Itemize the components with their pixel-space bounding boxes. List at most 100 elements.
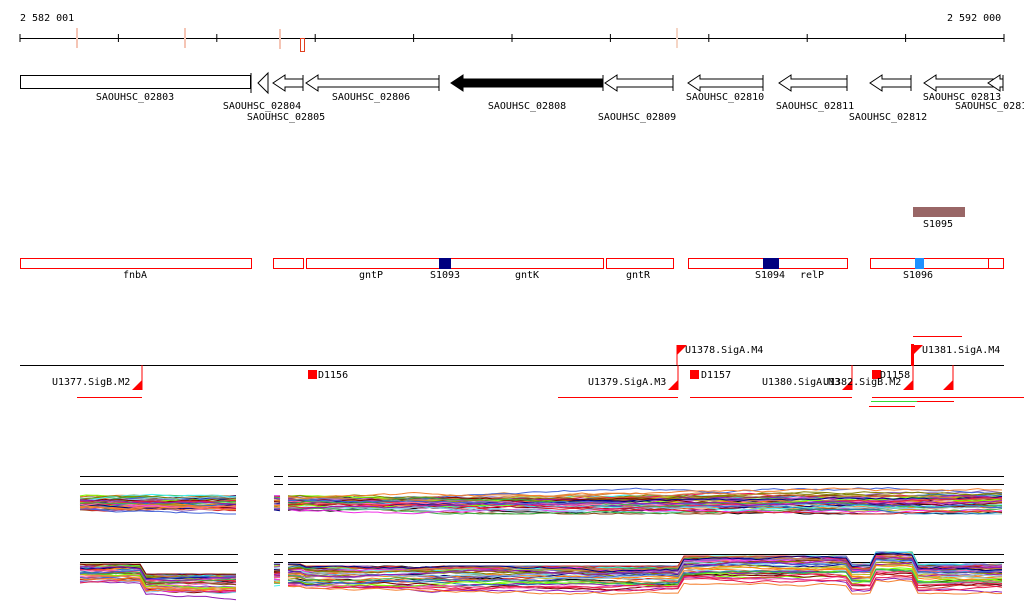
srna-S1093[interactable] [439,258,451,269]
tss-label[interactable]: D1158 [880,370,911,381]
expression-plot-2-series [273,574,281,577]
expression-plot-2-series [287,558,1003,587]
gene-SAOUHSC_02810[interactable] [687,74,764,92]
srna-S1095[interactable] [913,207,965,217]
gene-label[interactable]: SAOUHSC_02812 [848,112,928,123]
expression-plot-1-series [273,504,281,507]
tss-label[interactable]: U1378.SigA.M4 [685,345,764,356]
expression-plot-1-series [273,496,281,499]
gene-SAOUHSC_02812[interactable] [869,74,912,92]
annotation-region[interactable] [870,258,1004,269]
gene-label[interactable]: SAOUHSC_02809 [597,112,677,123]
expression-plot-1-series [79,508,236,515]
gene-label[interactable]: SAOUHSC_02805 [246,112,326,123]
expression-plot-1-series [273,506,281,508]
expression-plot-1-series [287,499,1003,509]
expression-plot-2-series [288,552,1003,573]
gene-SAOUHSC_02804[interactable] [257,71,269,95]
expression-plot-2-series [80,572,237,589]
gene-SAOUHSC_02808[interactable] [450,74,604,92]
tss-label[interactable]: U1377.SigB.M2 [52,377,131,388]
tss-label[interactable]: U1381.SigA.M4 [922,345,1001,356]
expression-plot-1-series [273,509,281,512]
tss-label[interactable]: D1157 [701,370,732,381]
gene-SAOUHSC_02811[interactable] [778,74,848,92]
tss-label[interactable]: D1156 [318,370,349,381]
ruler-marker[interactable] [300,38,305,52]
expression-plot-2-series [79,578,237,592]
expression-plot-2-series [79,573,237,589]
gene-SAOUHSC_02809[interactable] [604,74,674,92]
tss-D-marker[interactable] [308,370,317,379]
tss-D-marker[interactable] [872,370,881,379]
tss-U1379[interactable] [668,380,678,390]
gene-label[interactable]: SAOUHSC_02810 [685,92,765,103]
gene-label[interactable]: SAOUHSC_02804 [222,101,302,112]
expression-plot-2-series [287,555,1002,575]
expression-plot-1-series [273,497,281,500]
expression-plot-2-series [79,569,237,581]
expression-plot-2-series [273,573,281,576]
gene-SAOUHSC_0281x[interactable] [987,74,1004,92]
gene-label[interactable]: SAOUHSC_02803 [95,92,175,103]
expression-plot-2-series [79,563,236,576]
gene-SAOUHSC_02803[interactable] [20,75,251,89]
expression-plot-2-series [79,581,237,601]
gene-label[interactable]: SAOUHSC_02808 [487,101,567,112]
gene-SAOUHSC_02806[interactable] [305,74,440,92]
expression-plot-2-series [273,581,281,584]
srna-S1094[interactable] [763,258,779,269]
tss-label[interactable]: U1382.SigB.M2 [823,377,902,388]
annotation-label: gntK [514,270,540,281]
expression-plot-1-series [79,499,237,505]
annotation-label: S1095 [922,219,954,230]
ruler-marker [76,28,78,48]
annotation-region[interactable] [273,258,304,269]
expression-plot-2-series [79,566,237,582]
expression-plot-2-series [273,566,281,568]
expression-plot-1-series [287,503,1003,512]
expression-plot-2-series [287,579,1003,595]
expression-plot-2-series [287,564,1003,581]
expression-plot-2-series [273,572,281,574]
gene-label[interactable]: SAOUHSC_0281 [955,101,1024,112]
expression-plot-1-series [273,501,281,503]
expression-plot-1-series [287,507,1003,515]
expression-plot-1-series [287,497,1003,510]
tss-U1382[interactable] [842,380,852,390]
expression-plot-2-series [273,579,281,582]
ruler-marker [184,28,186,48]
annotation-label: relP [799,270,825,281]
expression-plot-2-series [287,556,1003,578]
gene-SAOUHSC_02805[interactable] [272,74,304,92]
ruler-start-label: 2 582 001 [20,13,75,24]
tss-U1384[interactable] [943,380,953,390]
gene-label[interactable]: SAOUHSC_02811 [775,101,855,112]
expression-plot-1-series [79,493,237,501]
tss-label[interactable]: U1379.SigA.M3 [588,377,667,388]
expression-plot-1-series [287,487,1003,499]
tss-U1378[interactable] [677,345,687,355]
tss-label[interactable]: U1380.SigA.M3 [762,377,841,388]
tss-U1383[interactable] [903,380,913,390]
annotation-region[interactable] [606,258,674,269]
srna-S1096[interactable] [915,258,924,269]
annotation-region[interactable] [20,258,252,269]
tss-U1377[interactable] [132,380,142,390]
ruler-marker [676,28,678,48]
annotation-label: S1093 [429,270,461,281]
gene-label[interactable]: SAOUHSC_02813 [922,92,1002,103]
expression-plot-2-series [273,569,281,571]
expression-plot-1-series [79,505,237,511]
annotation-label: S1096 [902,270,934,281]
expression-plot-1-series [287,491,1003,503]
gene-label[interactable]: SAOUHSC_02806 [331,92,411,103]
annotation-region[interactable] [306,258,604,269]
tss-U1381[interactable] [913,345,923,355]
expression-plot-2-series [79,571,237,586]
annotation-label: fnbA [122,270,148,281]
expression-plot-1-series [79,495,237,500]
ruler-marker [279,29,281,49]
tss-D-marker[interactable] [690,370,699,379]
